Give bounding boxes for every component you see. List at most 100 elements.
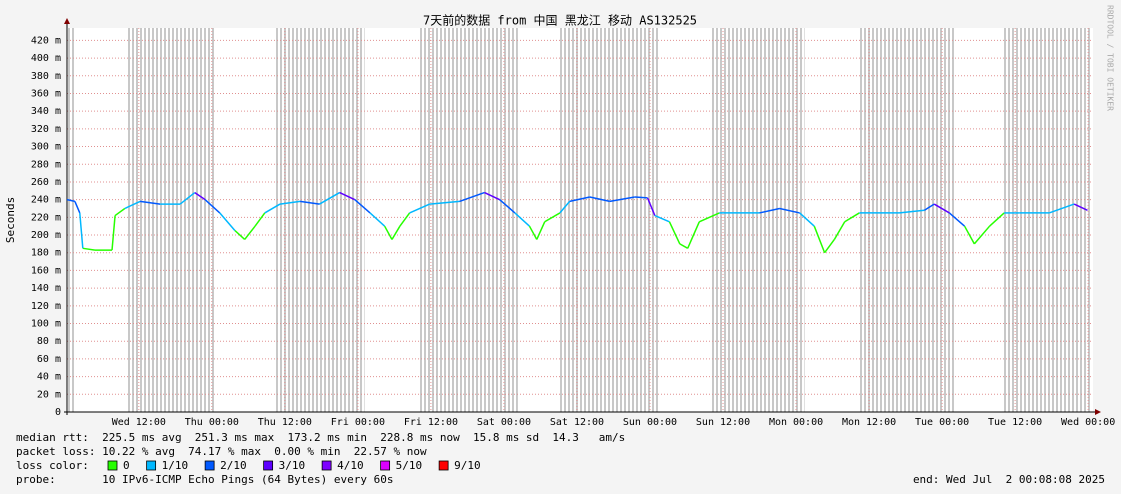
y-tick-label: 140 m [31, 283, 61, 294]
y-tick-label: 200 m [31, 230, 61, 241]
median-line [384, 225, 393, 240]
legend-swatch [321, 460, 332, 471]
end-line: end: Wed Jul 2 00:08:08 2025 [913, 473, 1105, 486]
median-line [1073, 203, 1088, 211]
median-line [244, 225, 256, 240]
median-line [844, 212, 860, 223]
median-line [399, 212, 411, 227]
loss-span [275, 28, 365, 412]
median-line [924, 203, 935, 211]
median-line [124, 200, 141, 210]
x-tick-label: Sun 12:00 [696, 417, 750, 428]
median-line [824, 239, 835, 254]
median-line [114, 207, 126, 217]
y-tick-label: 0 [55, 407, 61, 418]
median-line [668, 221, 681, 245]
median-line [1048, 203, 1075, 214]
stats-line: median rtt: 225.5 ms avg 251.3 ms max 17… [16, 431, 625, 444]
median-line [194, 191, 206, 201]
median-line [459, 191, 485, 203]
legend-swatch [146, 460, 157, 471]
median-line [779, 207, 800, 214]
legend-swatch [380, 460, 391, 471]
y-tick-label: 20 m [37, 389, 61, 400]
x-tick-label: Mon 00:00 [769, 417, 823, 428]
median-line [569, 196, 590, 203]
median-line [514, 212, 530, 227]
median-line [698, 212, 720, 223]
median-line [204, 199, 221, 214]
median-line [799, 212, 815, 227]
y-tick-label: 360 m [31, 88, 61, 99]
median-line [528, 225, 538, 240]
x-tick-label: Fri 12:00 [404, 417, 458, 428]
median-line [899, 209, 925, 214]
side-label: RRDTOOL / TOBI OETIKER [1106, 5, 1115, 111]
median-line [79, 212, 84, 249]
median-line [609, 196, 635, 203]
median-line [536, 221, 546, 240]
median-line [973, 225, 991, 245]
median-line [833, 221, 846, 240]
median-line [429, 200, 460, 205]
median-line [679, 243, 689, 249]
x-tick-label: Mon 12:00 [842, 417, 896, 428]
loss-span [859, 28, 955, 412]
median-line [499, 199, 516, 214]
median-line [813, 225, 826, 254]
median-line [82, 247, 96, 251]
loss-span [67, 28, 75, 412]
median-line [654, 214, 670, 223]
y-tick-label: 120 m [31, 301, 61, 312]
median-line [933, 203, 950, 214]
axis-arrow [64, 18, 70, 24]
median-line [74, 201, 81, 214]
x-tick-label: Wed 12:00 [112, 417, 166, 428]
median-line [111, 215, 116, 251]
chart-title: 7天前的数据 from 中国 黑龙江 移动 AS132525 [423, 13, 697, 28]
y-tick-label: 420 m [31, 35, 61, 46]
y-tick-label: 400 m [31, 53, 61, 64]
median-line [484, 191, 500, 201]
y-tick-label: 320 m [31, 124, 61, 135]
y-tick-label: 300 m [31, 142, 61, 153]
median-line [687, 221, 700, 249]
median-line [948, 212, 966, 227]
median-line [409, 203, 430, 214]
x-tick-label: Tue 00:00 [915, 417, 969, 428]
loss-span [559, 28, 660, 412]
y-tick-label: 340 m [31, 106, 61, 117]
y-tick-label: 160 m [31, 265, 61, 276]
x-tick-label: Thu 00:00 [185, 417, 239, 428]
median-line [254, 212, 266, 227]
legend-label: loss color: [16, 459, 89, 472]
median-line [646, 197, 656, 216]
median-line [139, 200, 161, 205]
median-line [544, 212, 561, 223]
legend-entry: 9/10 [454, 459, 481, 472]
legend-entry: 4/10 [337, 459, 364, 472]
legend-entry: 1/10 [162, 459, 189, 472]
median-line [339, 191, 356, 201]
x-tick-label: Sat 00:00 [477, 417, 531, 428]
median-line [234, 230, 246, 241]
x-tick-label: Tue 12:00 [988, 417, 1042, 428]
median-line [179, 191, 196, 205]
axis-arrow [1095, 409, 1101, 415]
probe-line: probe: 10 IPv6-ICMP Echo Pings (64 Bytes… [16, 473, 394, 486]
legend-swatch [438, 460, 449, 471]
loss-span [419, 28, 518, 412]
median-line [279, 200, 301, 205]
median-line [299, 200, 320, 205]
y-tick-label: 80 m [37, 336, 61, 347]
y-tick-label: 180 m [31, 248, 61, 259]
median-line [319, 191, 340, 205]
y-tick-label: 260 m [31, 177, 61, 188]
median-line [66, 198, 76, 203]
y-tick-label: 220 m [31, 212, 61, 223]
median-line [963, 225, 975, 245]
y-tick-label: 100 m [31, 319, 61, 330]
median-line [559, 200, 571, 214]
x-tick-label: Wed 00:00 [1061, 417, 1115, 428]
